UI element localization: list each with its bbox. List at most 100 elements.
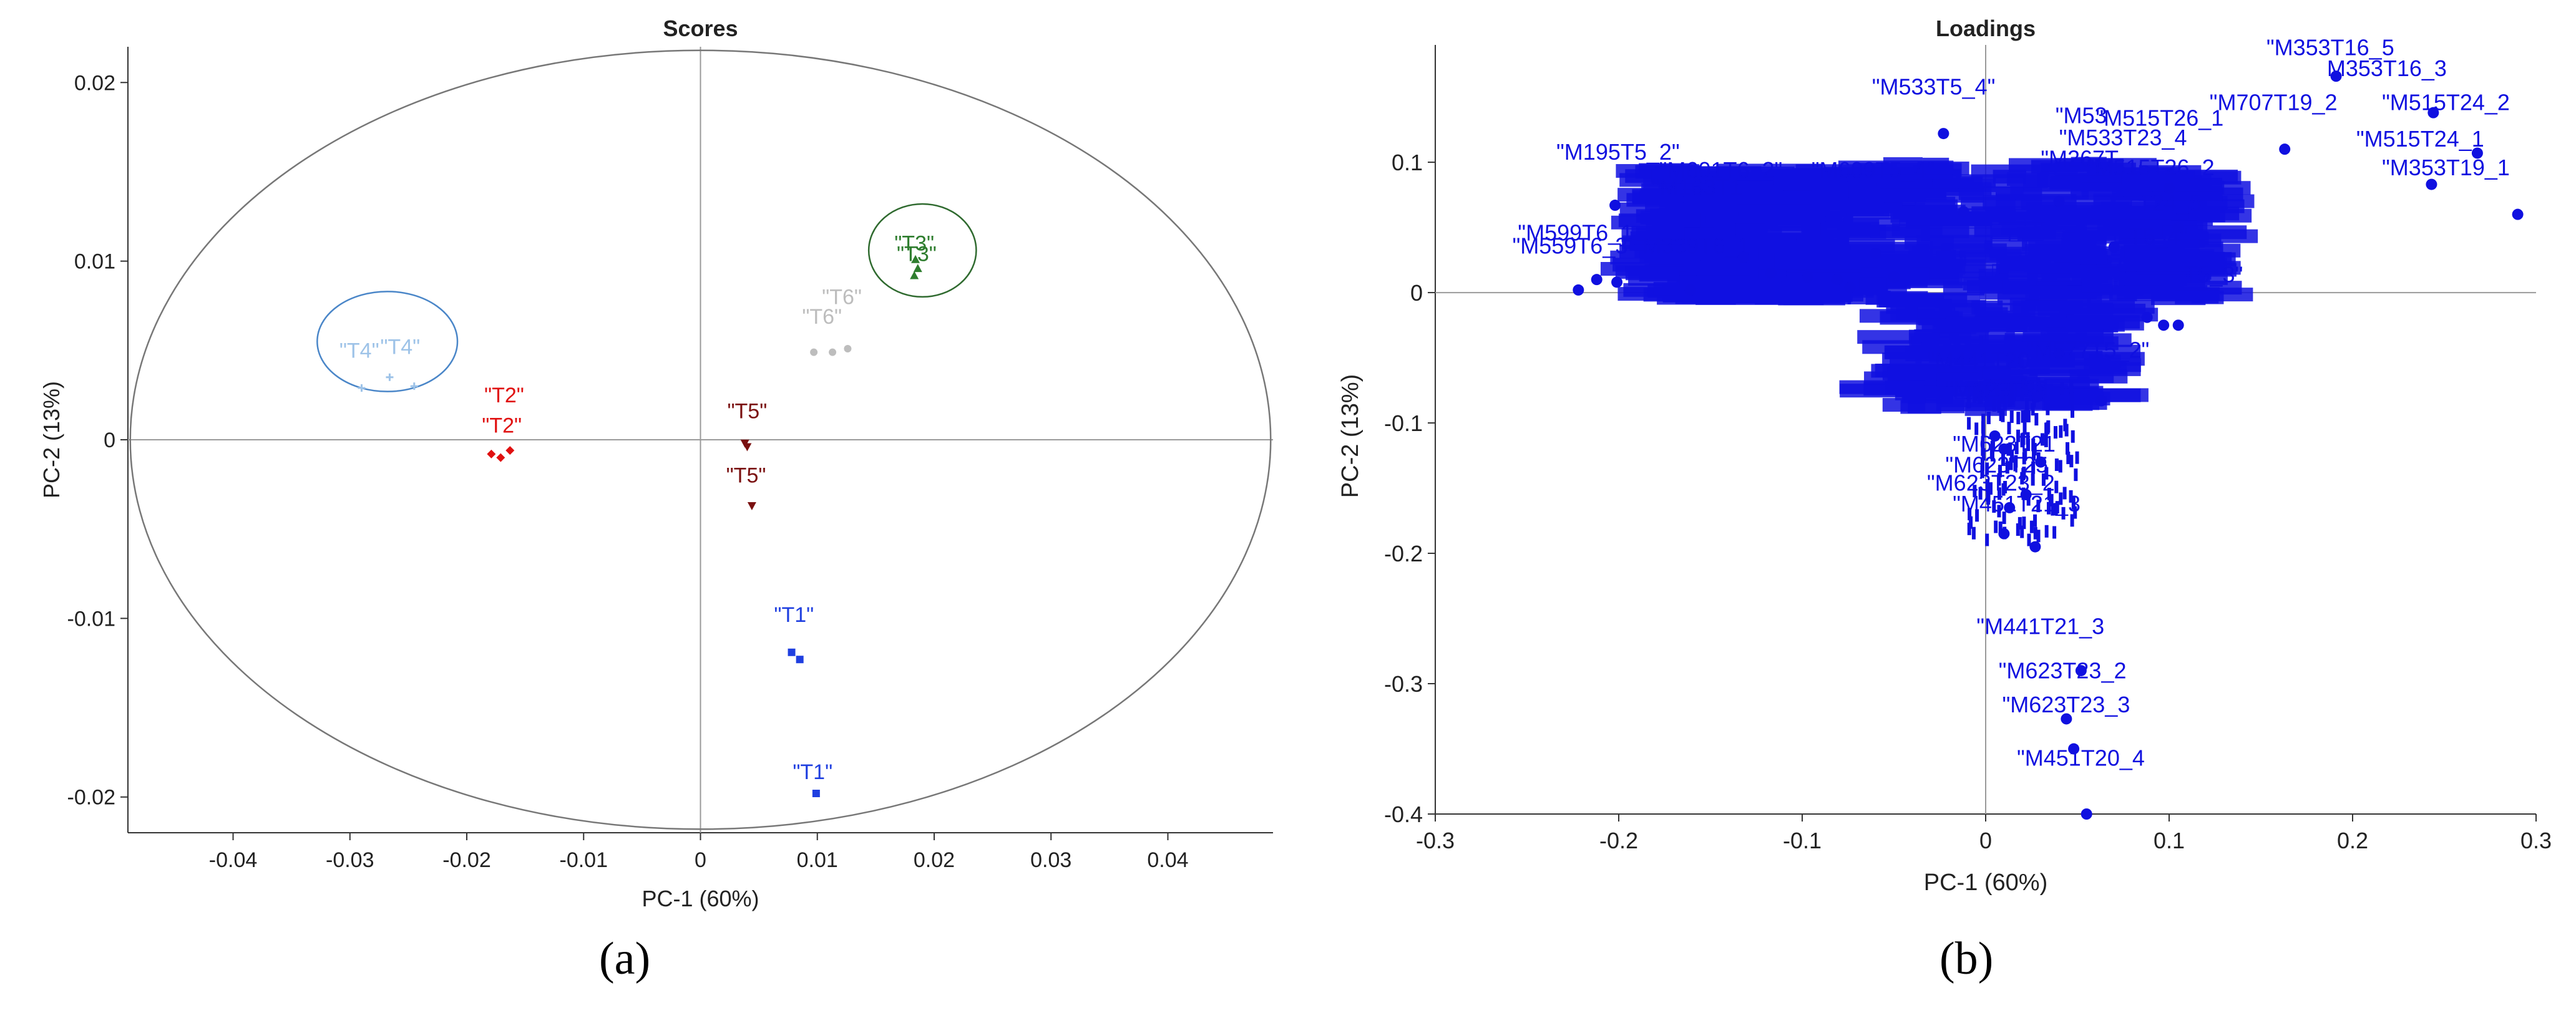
- loading-label: "M515T24_2: [2382, 89, 2510, 115]
- loading-label: T24_5: [2138, 190, 2202, 215]
- loading-cluster-point: [1986, 492, 1991, 505]
- loading-cluster-point: [1978, 487, 1983, 500]
- loading-point: [1998, 443, 2010, 455]
- loading-label: "M623T23_2: [1927, 470, 2055, 496]
- loading-cluster-label: [1838, 160, 1954, 175]
- loading-cluster-point: [2021, 377, 2026, 390]
- loading-cluster-point: [2075, 451, 2079, 464]
- loading-cluster-point: [2017, 516, 2022, 530]
- loading-cluster-label: [2012, 301, 2074, 315]
- loading-cluster-point: [2059, 492, 2063, 505]
- loading-cluster-point: [1985, 478, 1989, 492]
- loading-cluster-label: [2095, 158, 2124, 173]
- loading-point: [2330, 70, 2342, 82]
- loading-label: T5_4": [2129, 224, 2188, 250]
- loading-cluster-point: [1995, 385, 1999, 398]
- loading-label: "M451T20_4: [2017, 745, 2145, 771]
- group-ellipse-t4: [316, 291, 459, 392]
- score-point-t3: [910, 271, 919, 279]
- score-label-t4: "T4": [380, 336, 420, 359]
- loading-cluster-point: [2033, 514, 2037, 527]
- loading-cluster-point: [1967, 417, 1971, 430]
- loading-point: [2512, 208, 2524, 220]
- loading-cluster-label: [1865, 291, 1928, 305]
- loading-cluster-point: [2047, 488, 2051, 501]
- loading-point: [2004, 502, 2016, 513]
- loading-cluster-label: [1706, 184, 1783, 198]
- loading-cluster-label: [1971, 300, 2003, 314]
- loading-cluster-point: [2008, 394, 2012, 407]
- loading-cluster-point: [2051, 503, 2055, 516]
- loading-cluster-point: [1975, 509, 1979, 522]
- loading-point: [1844, 281, 1856, 293]
- loading-label: "M609T5_4": [1812, 157, 1935, 183]
- y-tick-label: -0.3: [1384, 671, 1423, 697]
- loading-point: [2061, 713, 2072, 725]
- y-tick-label: 0: [104, 429, 115, 452]
- loading-label: "M441T21_3: [1976, 614, 2104, 639]
- loading-label: "M267T: [2041, 145, 2119, 171]
- loading-label: "M623T23: [1945, 376, 2048, 402]
- score-label-t6: "T6": [802, 305, 842, 329]
- loading-cluster-point: [2070, 405, 2074, 418]
- loading-point: [2095, 395, 2107, 407]
- loading-cluster-point: [2036, 377, 2041, 390]
- loading-cluster-label: [1679, 275, 1750, 289]
- score-label-t5: "T5": [727, 400, 767, 424]
- score-label-t1: "T1": [793, 760, 832, 784]
- loading-point: [1831, 274, 1843, 286]
- loading-cluster-point: [1992, 399, 1996, 412]
- loading-cluster-point: [2020, 387, 2024, 400]
- loading-cluster-label: [2091, 205, 2188, 220]
- loading-cluster-point: [2066, 442, 2070, 455]
- loading-cluster-point: [1981, 424, 1986, 437]
- loading-label: "M599T6_1: [1518, 220, 1633, 245]
- loadings-plot: -0.3 -0.2 -0.1 0 0.1 0.2 0.30.10-0.1-0.2-0.3-0…: [1337, 16, 2552, 896]
- loading-cluster-point: [2005, 461, 2009, 474]
- y-tick-label: -0.1: [1384, 410, 1423, 436]
- loading-cluster-point: [2022, 516, 2026, 530]
- loading-cluster-point: [2043, 385, 2047, 398]
- loading-cluster-label: [2087, 298, 2135, 313]
- loading-cluster-point: [2044, 422, 2049, 435]
- loading-cluster-point: [2069, 392, 2074, 405]
- x-tick-label: -0.01: [560, 848, 608, 872]
- loading-point: [2172, 221, 2184, 233]
- loading-cluster-point: [1997, 487, 2001, 500]
- loading-point: [2020, 488, 2032, 500]
- loading-point: [1573, 284, 1584, 296]
- loading-cluster-label: [1983, 195, 2016, 209]
- loading-point: [1611, 276, 1623, 288]
- loading-cluster-label: [1848, 186, 1880, 200]
- loading-cluster-label: [1773, 178, 1848, 192]
- x-tick-label: 0: [695, 848, 706, 872]
- loading-cluster-point: [2001, 453, 2005, 467]
- loading-cluster-point: [2029, 520, 2034, 533]
- loading-cluster-point: [2054, 480, 2059, 493]
- loading-cluster-point: [2024, 382, 2029, 395]
- loading-cluster-point: [2044, 434, 2048, 447]
- x-tick-label: -0.1: [1783, 828, 1822, 853]
- loading-cluster-point: [2009, 410, 2014, 423]
- loading-cluster-point: [2074, 468, 2078, 482]
- loading-cluster-point: [2016, 523, 2020, 536]
- score-point-t1: [788, 648, 796, 656]
- scores-plot: -0.04 -0.03 -0.02 -0.01 0 0.01 0.02 0.03 0.04 0.0…: [39, 16, 1273, 911]
- loading-cluster-point: [2020, 525, 2024, 538]
- loading-cluster-label: [1943, 344, 1998, 359]
- loading-cluster-point: [1973, 485, 1977, 498]
- score-point-t4: [410, 382, 418, 390]
- loading-cluster-point: [2022, 422, 2027, 435]
- loading-point: [1998, 528, 2010, 540]
- loading-cluster-label: [1959, 249, 2022, 263]
- loading-cluster-point: [1973, 390, 1977, 403]
- y-tick-label: -0.4: [1384, 802, 1423, 827]
- loading-cluster-point: [2054, 503, 2058, 516]
- score-label-t2: "T2": [482, 414, 522, 438]
- loading-cluster-point: [1985, 385, 1989, 399]
- x-tick-label: 0: [1979, 828, 1992, 853]
- loading-cluster-point: [2007, 422, 2011, 435]
- loading-cluster-label: [1735, 223, 1765, 238]
- loading-point: [1684, 284, 1696, 296]
- loading-cluster-point: [2049, 493, 2054, 507]
